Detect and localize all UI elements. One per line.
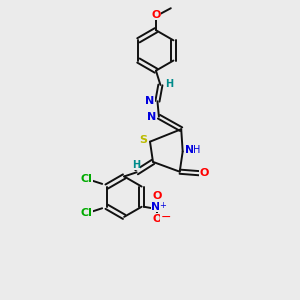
Text: H: H xyxy=(165,79,173,89)
Text: N: N xyxy=(145,96,154,106)
Text: O: O xyxy=(153,214,162,224)
Text: S: S xyxy=(140,135,148,145)
Text: Cl: Cl xyxy=(81,208,93,218)
Text: N: N xyxy=(184,145,194,155)
Text: N: N xyxy=(151,202,160,212)
Text: O: O xyxy=(153,191,162,201)
Text: +: + xyxy=(159,201,166,210)
Text: O: O xyxy=(200,168,209,178)
Text: Cl: Cl xyxy=(81,174,93,184)
Text: −: − xyxy=(160,211,171,224)
Text: N: N xyxy=(147,112,156,122)
Text: H: H xyxy=(193,145,201,155)
Text: H: H xyxy=(132,160,140,170)
Text: O: O xyxy=(151,10,160,20)
